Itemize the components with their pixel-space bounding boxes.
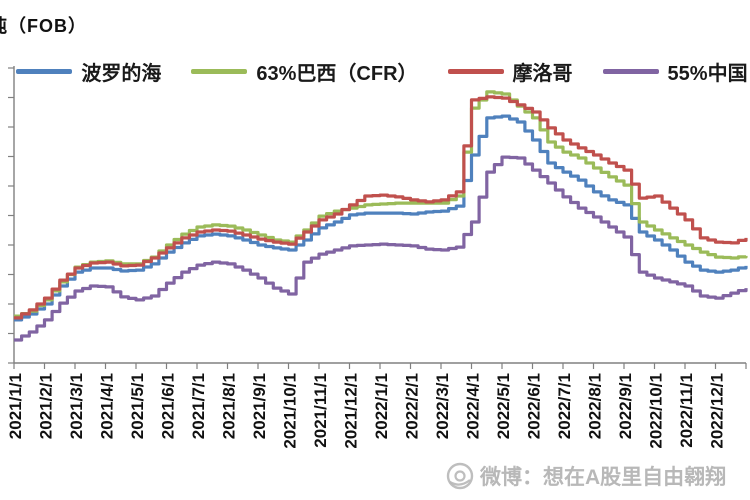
axis-unit-label: 吨（FOB）: [0, 16, 87, 36]
x-tick-label: 2021/4/1: [98, 373, 117, 439]
legend-line-swatch-china55: [602, 68, 659, 74]
x-tick-label: 2022/10/1: [647, 373, 666, 449]
x-tick-label: 2022/8/1: [586, 373, 605, 439]
legend-item-morocco: 摩洛哥: [447, 57, 573, 86]
watermark-text: 微博：想在A股里自由翱翔: [480, 466, 727, 489]
x-tick-label: 2022/5/1: [494, 373, 513, 439]
axis-unit-label-wrap: 吨（FOB）: [0, 12, 120, 42]
legend-item-china55: 55%中国: [602, 57, 748, 86]
x-tick-label: 2021/10/1: [281, 373, 300, 449]
x-tick-label: 2022/2/1: [403, 373, 422, 439]
legend-line-swatch-morocco: [447, 68, 504, 74]
x-tick-label: 2021/6/1: [159, 373, 178, 439]
weibo-eye-logo-icon: [446, 462, 474, 490]
x-tick-label: 2022/6/1: [525, 373, 544, 439]
x-tick-label: 2022/11/1: [677, 373, 696, 448]
x-tick-label: 2022/9/1: [616, 373, 635, 439]
x-tick-label: 2022/1/1: [372, 373, 391, 439]
series-line-china55: [14, 155, 748, 342]
legend-item-baltic: 波罗的海: [16, 57, 161, 86]
series-line-baltic: [14, 114, 748, 322]
legend-label-china55: 55%中国: [667, 62, 748, 85]
x-tick-label: 2022/12/1: [708, 373, 727, 449]
series-line-brazil63: [14, 90, 748, 318]
legend-label-morocco: 摩洛哥: [512, 62, 573, 85]
x-tick-label: 2021/1/1: [6, 373, 25, 439]
legend-label-brazil63: 63%巴西（CFR）: [256, 62, 418, 85]
x-tick-label: 2021/12/1: [342, 373, 361, 449]
x-tick-label: 2021/7/1: [189, 373, 208, 439]
series-line-morocco: [14, 95, 748, 320]
x-tick-label: 2021/8/1: [220, 373, 239, 439]
chart-legend: 波罗的海 63%巴西（CFR） 摩洛哥 55%中国: [14, 56, 750, 86]
legend-item-brazil63: 63%巴西（CFR）: [191, 57, 418, 86]
watermark: 微博：想在A股里自由翱翔: [446, 456, 750, 496]
legend-label-baltic: 波罗的海: [81, 62, 162, 85]
legend-line-swatch-baltic: [16, 68, 73, 74]
x-tick-label: 2021/5/1: [128, 373, 147, 439]
x-tick-label: 2022/7/1: [555, 373, 574, 439]
x-tick-label: 2021/9/1: [250, 373, 269, 439]
legend-line-swatch-brazil63: [191, 68, 248, 74]
x-tick-label: 2021/2/1: [37, 373, 56, 439]
x-tick-label: 2021/11/1: [311, 373, 330, 448]
x-tick-label: 2021/3/1: [67, 373, 86, 439]
x-tick-label: 2022/3/1: [433, 373, 452, 439]
x-tick-label: 2022/4/1: [464, 373, 483, 439]
